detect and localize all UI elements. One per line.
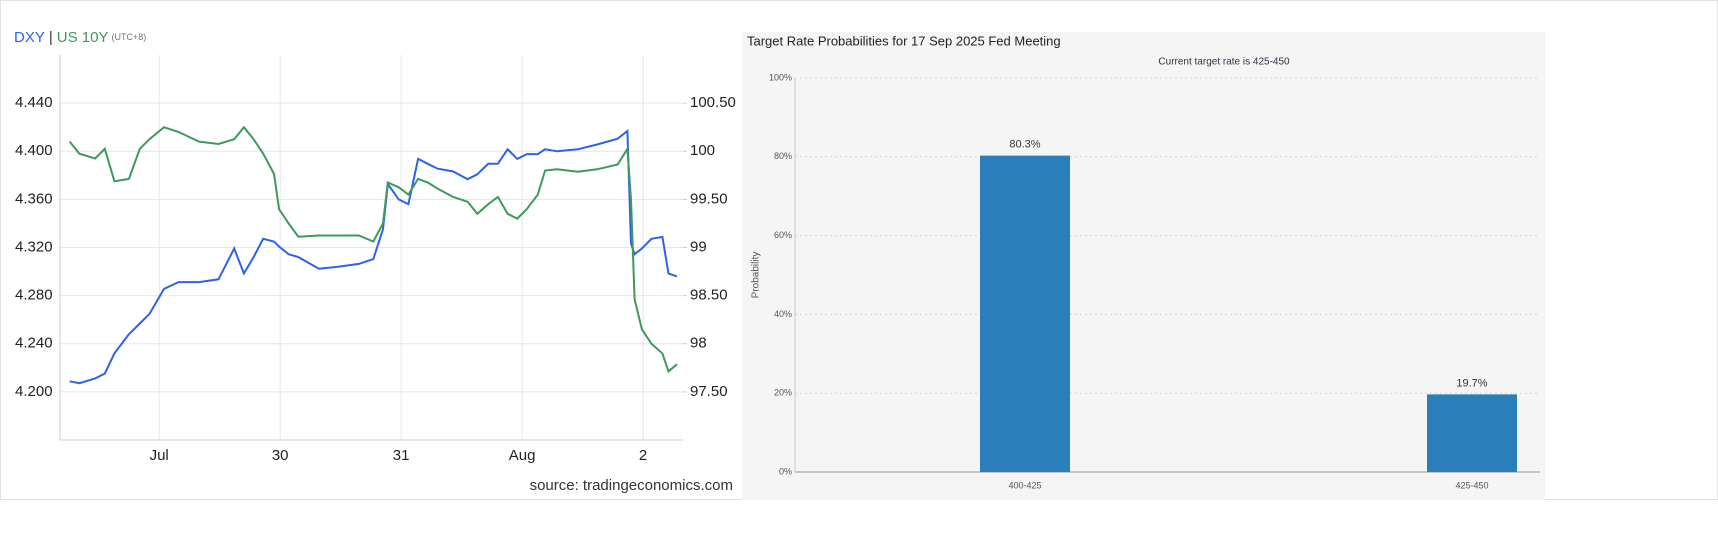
y-tick-label: 40%	[774, 309, 792, 319]
y-tick-label: 100%	[769, 72, 792, 82]
chart-subtitle: Current target rate is 425-450	[1158, 57, 1290, 68]
y-tick-label: 20%	[774, 388, 792, 398]
y2-tick-label: 100	[690, 142, 715, 159]
bar-panel	[742, 32, 1545, 500]
line-series	[69, 128, 678, 385]
y2-tick-label: 98.50	[690, 287, 728, 304]
value-label: 80.3%	[1009, 139, 1040, 151]
x-tick-label: 400-425	[1008, 480, 1041, 490]
subtitle: (UTC+8)	[111, 32, 146, 42]
y-tick-label: 60%	[774, 230, 792, 240]
y-tick-label: 80%	[774, 151, 792, 161]
line-series	[68, 125, 678, 374]
y-tick-label: 0%	[779, 466, 792, 476]
x-tick-label: 30	[272, 447, 289, 464]
legend: DXY | US 10Y (UTC+8)	[14, 29, 146, 46]
legend-entry: DXY	[14, 29, 45, 46]
value-label: 19.7%	[1456, 377, 1487, 389]
y-tick-label: 4.200	[15, 383, 53, 400]
y2-tick-label: 100.50	[690, 94, 736, 111]
y-tick-label: 4.440	[15, 94, 53, 111]
y-tick-label: 4.360	[15, 190, 53, 207]
legend-separator: |	[49, 29, 53, 46]
x-tick-label: Aug	[509, 447, 536, 464]
bar	[980, 155, 1070, 473]
y-tick-label: 4.400	[15, 142, 53, 159]
x-tick-label: Jul	[150, 447, 169, 464]
y-tick-label: 4.320	[15, 238, 53, 255]
y-tick-label: 4.240	[15, 335, 53, 352]
y-tick-label: 4.280	[15, 287, 53, 304]
y2-tick-label: 99.50	[690, 190, 728, 207]
y2-tick-label: 97.50	[690, 383, 728, 400]
y-axis-label: Probability	[751, 252, 762, 299]
bar	[1427, 394, 1517, 472]
y2-tick-label: 98	[690, 335, 707, 352]
legend-entry: US 10Y	[57, 29, 109, 46]
x-tick-label: 425-450	[1455, 480, 1488, 490]
chart-title: Target Rate Probabilities for 17 Sep 202…	[747, 33, 1061, 48]
source: source: tradingeconomics.com	[530, 477, 733, 494]
x-tick-label: 2	[639, 447, 647, 464]
y2-tick-label: 99	[690, 238, 707, 255]
x-tick-label: 31	[393, 447, 410, 464]
